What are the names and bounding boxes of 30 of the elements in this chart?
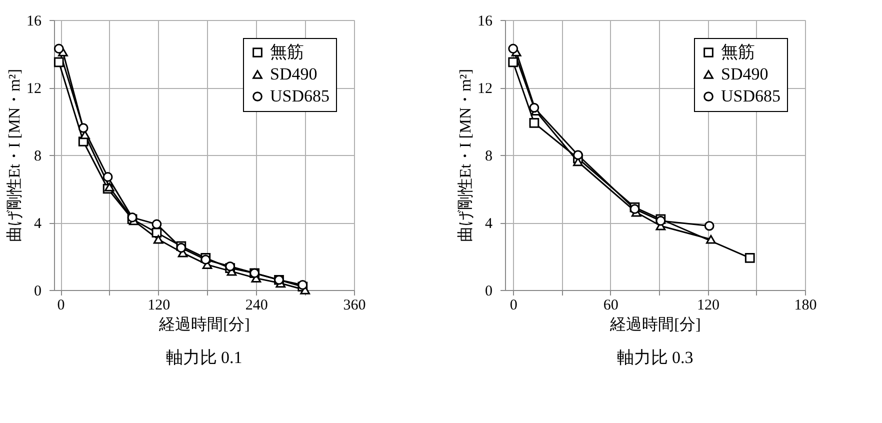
legend-label: SD490 <box>270 64 318 84</box>
legend-label: 無筋 <box>721 42 755 62</box>
y-tick-label: 8 <box>34 148 42 164</box>
x-tick-label: 0 <box>57 298 65 314</box>
y-axis-title: 曲げ剛性Et・I [MN・m²] <box>6 68 24 242</box>
x-tick-label: 0 <box>510 298 518 314</box>
legend-label: 無筋 <box>270 42 304 62</box>
legend-label: USD685 <box>721 86 781 106</box>
y-tick-label: 4 <box>34 216 42 232</box>
y-tick-label: 12 <box>26 81 42 97</box>
x-axis-title: 経過時間[分] <box>158 316 250 334</box>
x-tick-label: 120 <box>696 298 720 314</box>
x-tick-label: 240 <box>245 298 268 314</box>
legend-label: USD685 <box>270 86 330 106</box>
text: 軸力比 0.1 <box>166 348 242 367</box>
y-tick-label: 16 <box>26 14 42 30</box>
legend-label: SD490 <box>721 64 768 84</box>
x-tick-label: 180 <box>794 298 817 314</box>
x-tick-label: 360 <box>343 298 366 314</box>
y-tick-label: 16 <box>478 14 493 30</box>
y-tick-label: 4 <box>485 216 493 232</box>
text: 軸力比 0.3 <box>616 348 694 367</box>
y-tick-label: 8 <box>485 148 492 164</box>
y-axis-title: 曲げ剛性Et・I [MN・m²] <box>456 68 474 242</box>
x-tick-label: 60 <box>603 298 618 314</box>
x-axis-title: 経過時間[分] <box>609 316 701 334</box>
y-tick-label: 0 <box>485 284 492 300</box>
y-tick-label: 0 <box>34 284 42 300</box>
y-tick-label: 12 <box>478 81 492 97</box>
x-tick-label: 120 <box>148 298 170 314</box>
